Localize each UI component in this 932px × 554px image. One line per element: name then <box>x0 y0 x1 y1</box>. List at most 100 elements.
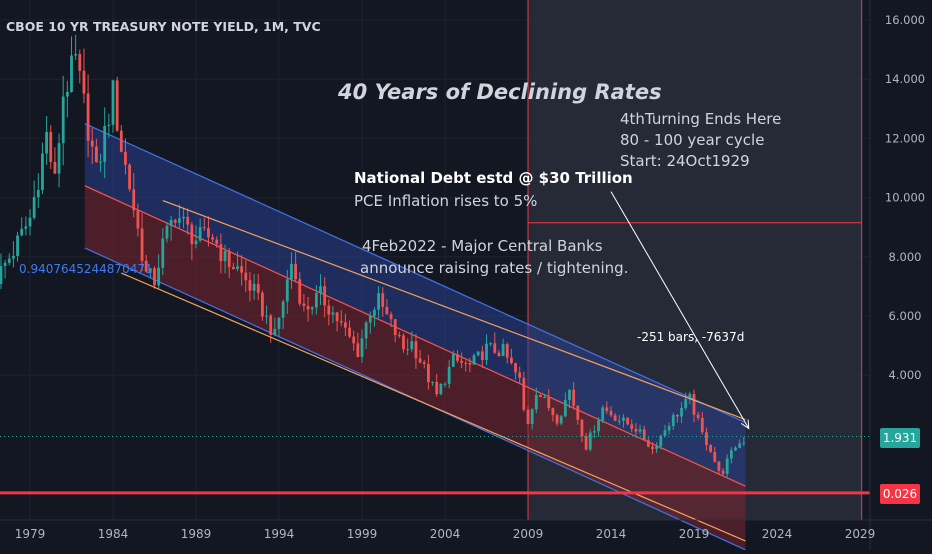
candle[interactable] <box>588 429 592 452</box>
candle[interactable] <box>244 260 248 292</box>
candle[interactable] <box>439 383 443 396</box>
candle[interactable] <box>626 417 629 426</box>
candle[interactable] <box>32 180 36 220</box>
candle[interactable] <box>485 334 488 366</box>
measure-arrow-line[interactable] <box>610 191 750 429</box>
candle[interactable] <box>692 389 696 423</box>
candle[interactable] <box>447 359 451 389</box>
candle[interactable] <box>227 247 231 279</box>
candle[interactable] <box>207 216 210 247</box>
candle[interactable] <box>659 434 663 450</box>
candle[interactable] <box>248 272 252 302</box>
candle[interactable] <box>136 203 140 237</box>
candle[interactable] <box>680 402 683 424</box>
candle[interactable] <box>489 342 493 347</box>
candle[interactable] <box>223 244 227 274</box>
candle[interactable] <box>182 207 185 229</box>
fed-annotation-line2[interactable]: announce raising rates / tightening. <box>360 259 628 277</box>
main-title-annotation[interactable]: 40 Years of Declining Rates <box>337 80 662 104</box>
candle[interactable] <box>493 332 497 354</box>
candle[interactable] <box>194 225 198 249</box>
candle[interactable] <box>510 348 513 365</box>
candle[interactable] <box>705 427 708 451</box>
debt-annotation-line1[interactable]: National Debt estd @ $30 Trillion <box>354 169 633 187</box>
candle[interactable] <box>543 393 546 399</box>
turning-annotation-line1[interactable]: 4thTurning Ends Here <box>620 110 781 128</box>
channel-upper-line[interactable] <box>84 123 746 424</box>
candle[interactable] <box>327 299 331 326</box>
candle[interactable] <box>559 414 563 426</box>
candle[interactable] <box>593 425 596 439</box>
candle[interactable] <box>605 401 609 414</box>
candle[interactable] <box>273 317 277 337</box>
symbol-title[interactable]: CBOE 10 YR TREASURY NOTE YIELD, 1M, TVC <box>6 19 321 34</box>
candle[interactable] <box>90 128 94 165</box>
candle[interactable] <box>514 362 517 380</box>
candle[interactable] <box>451 350 455 368</box>
candle[interactable] <box>609 406 613 418</box>
candle[interactable] <box>119 125 123 153</box>
candle[interactable] <box>111 79 115 133</box>
candle[interactable] <box>285 269 289 314</box>
candle[interactable] <box>721 467 725 477</box>
candle[interactable] <box>522 371 526 412</box>
drawings[interactable] <box>0 191 870 542</box>
candle[interactable] <box>534 387 538 414</box>
candle[interactable] <box>364 320 368 350</box>
candle[interactable] <box>431 381 434 386</box>
candle[interactable] <box>393 318 397 343</box>
candle[interactable] <box>20 217 24 237</box>
candle[interactable] <box>597 416 600 437</box>
candle[interactable] <box>128 163 131 192</box>
candle[interactable] <box>148 268 152 279</box>
candle[interactable] <box>406 338 410 356</box>
candle[interactable] <box>281 299 285 330</box>
candle[interactable] <box>356 332 360 358</box>
candle[interactable] <box>729 447 733 464</box>
candle[interactable] <box>414 334 418 369</box>
candle[interactable] <box>153 266 156 289</box>
candle[interactable] <box>397 331 401 339</box>
candle[interactable] <box>302 293 306 312</box>
candle[interactable] <box>551 407 555 422</box>
candle[interactable] <box>165 221 169 243</box>
candle[interactable] <box>410 331 414 353</box>
candle[interactable] <box>310 306 314 315</box>
candle[interactable] <box>41 142 44 195</box>
candle[interactable] <box>584 432 588 451</box>
candle[interactable] <box>700 411 704 435</box>
candle[interactable] <box>16 231 19 262</box>
candle[interactable] <box>211 233 214 243</box>
candle[interactable] <box>725 454 729 478</box>
candle[interactable] <box>696 411 700 421</box>
candle[interactable] <box>671 412 675 430</box>
candle[interactable] <box>617 414 621 425</box>
candle[interactable] <box>373 307 376 327</box>
candle[interactable] <box>422 359 426 369</box>
turning-annotation-line2[interactable]: 80 - 100 year cycle <box>620 131 764 149</box>
candle[interactable] <box>530 408 534 430</box>
candle[interactable] <box>57 133 61 188</box>
candle[interactable] <box>86 74 90 157</box>
candle[interactable] <box>468 357 472 373</box>
candle[interactable] <box>178 204 181 228</box>
candle[interactable] <box>389 311 393 328</box>
candle[interactable] <box>734 445 737 452</box>
candle[interactable] <box>3 259 7 279</box>
trend-line[interactable] <box>162 199 746 421</box>
measure-label[interactable]: -251 bars, -7637d <box>637 330 744 344</box>
candle[interactable] <box>124 138 127 175</box>
candle[interactable] <box>70 36 73 93</box>
candle[interactable] <box>236 251 239 272</box>
candle[interactable] <box>198 218 202 243</box>
candle[interactable] <box>339 310 343 327</box>
candle[interactable] <box>651 442 654 455</box>
candle[interactable] <box>65 80 69 118</box>
candle[interactable] <box>526 406 530 425</box>
candle[interactable] <box>82 48 86 104</box>
candle[interactable] <box>634 422 638 438</box>
candle[interactable] <box>738 439 742 449</box>
candle[interactable] <box>335 311 339 332</box>
